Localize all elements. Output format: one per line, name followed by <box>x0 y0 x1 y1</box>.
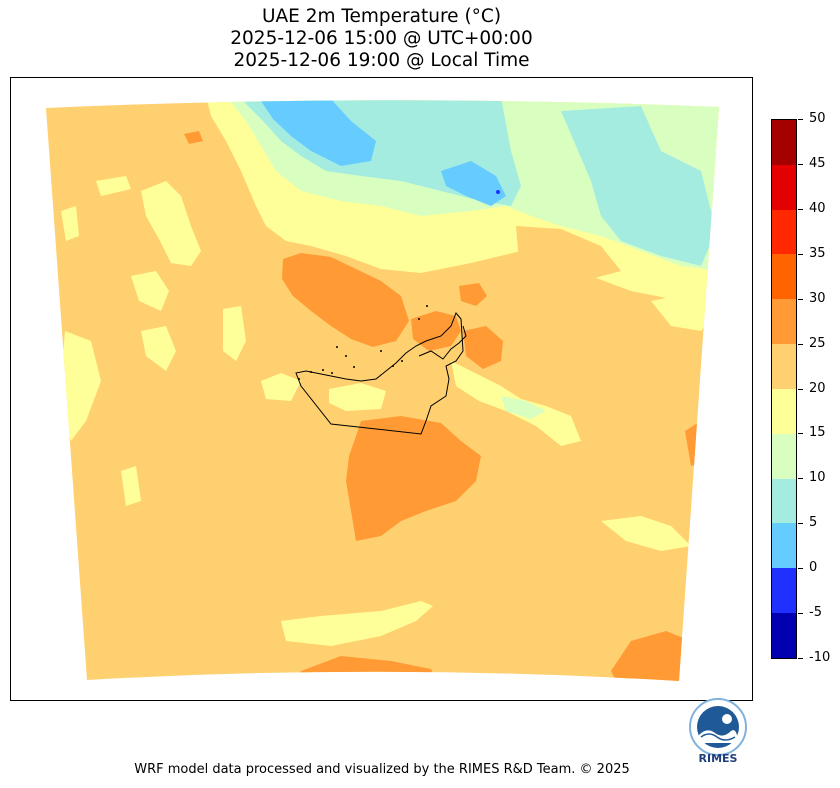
colorbar-tick-label: 35 <box>809 245 826 261</box>
rimes-logo: RIMES <box>687 697 749 767</box>
zone-25-30-ne <box>516 226 621 281</box>
title-line-1: UAE 2m Temperature (°C) <box>261 6 502 27</box>
colorbar-tick-label: 10 <box>809 470 826 486</box>
zone-15-20-patch-1 <box>141 181 201 266</box>
title-line-3: 2025-12-06 19:00 @ Local Time <box>233 50 530 71</box>
zone-15-20-patch-8 <box>329 383 386 411</box>
colorbar-segment <box>772 344 796 389</box>
logo-text: RIMES <box>698 752 738 765</box>
colorbar-tick-label: 0 <box>809 560 818 576</box>
colorbar-tick-label: 20 <box>809 380 826 396</box>
footer-credit: WRF model data processed and visualized … <box>134 762 630 777</box>
zone-25-30-east <box>463 326 503 369</box>
colorbar-segment <box>772 478 796 524</box>
colorbar-tick-label: 15 <box>809 425 826 441</box>
zone-25-30-northwest <box>282 253 409 347</box>
zone-0-5-center <box>441 161 506 206</box>
zone-15-20-patch-7 <box>261 373 301 401</box>
zone-15-20-patch-14 <box>121 466 141 506</box>
colorbar-tick-label: 45 <box>809 155 826 171</box>
colorbar-tick <box>798 388 803 390</box>
map-title: UAE 2m Temperature (°C) 2025-12-06 15:00… <box>10 6 753 72</box>
colorbar-tick-label: 40 <box>809 200 826 216</box>
zone-25-30-south <box>346 416 481 541</box>
colorbar-tick <box>798 163 803 165</box>
zone-25-30-top-left <box>184 131 203 144</box>
zone-15-20-patch-4 <box>131 271 169 311</box>
colorbar-segments <box>772 120 796 658</box>
colorbar-segment <box>772 568 796 614</box>
zone-15-20-patch-10 <box>501 396 546 419</box>
colorbar-segment <box>772 523 796 569</box>
colorbar-tick <box>798 658 803 659</box>
oman-border <box>418 325 467 360</box>
colorbar-tick-label: -5 <box>809 605 822 621</box>
zone-15-20-patch-15 <box>651 291 716 331</box>
zone-25-30-southeast <box>611 631 691 681</box>
colorbar-segment <box>772 388 796 434</box>
zone-15-20-patch-5 <box>141 326 176 371</box>
uae-border <box>295 312 464 435</box>
colorbar <box>771 119 797 659</box>
zone-15-20-patch-3 <box>223 306 246 361</box>
zone-15-20-patch-6 <box>59 331 101 441</box>
colorbar-tick <box>798 119 803 120</box>
colorbar-tick <box>798 343 803 345</box>
colorbar-tick <box>798 613 803 615</box>
colorbar-tick <box>798 568 803 570</box>
zone-25-30-north-patch <box>459 283 487 306</box>
colorbar-segment <box>772 254 796 300</box>
colorbar-segment <box>772 613 796 658</box>
zone-0-5-north <box>261 100 376 166</box>
colorbar-tick <box>798 208 803 210</box>
zone-15-20-patch-2 <box>61 206 79 241</box>
zone-15-20-patch-12 <box>601 516 691 551</box>
colorbar-tick <box>798 433 803 435</box>
colorbar-segment <box>772 299 796 345</box>
colorbar-tick <box>798 253 803 255</box>
colorbar-tick-label: -10 <box>809 650 831 665</box>
colorbar-segment <box>772 209 796 255</box>
colorbar-tick <box>798 523 803 525</box>
colorbar-tick-label: 30 <box>809 290 826 306</box>
zone-5-10-east <box>561 106 716 266</box>
colorbar-segment <box>772 120 796 165</box>
zone-15-20-patch-11 <box>281 601 433 646</box>
map-panel: RIMES <box>10 77 753 765</box>
colorbar-tick-label: 50 <box>809 111 826 126</box>
colorbar-tick <box>798 298 803 300</box>
colorbar-tick-label: 5 <box>809 515 818 531</box>
title-line-2: 2025-12-06 15:00 @ UTC+00:00 <box>230 28 533 49</box>
zone-15-20-patch-13 <box>96 176 131 196</box>
temperature-map <box>46 100 719 681</box>
colorbar-tick <box>798 478 803 480</box>
cold-spot <box>496 190 500 194</box>
colorbar-segment <box>772 433 796 479</box>
colorbar-segment <box>772 164 796 210</box>
zone-25-30-coast <box>411 311 461 351</box>
uae-islands <box>298 305 428 380</box>
colorbar-tick-label: 25 <box>809 335 826 351</box>
